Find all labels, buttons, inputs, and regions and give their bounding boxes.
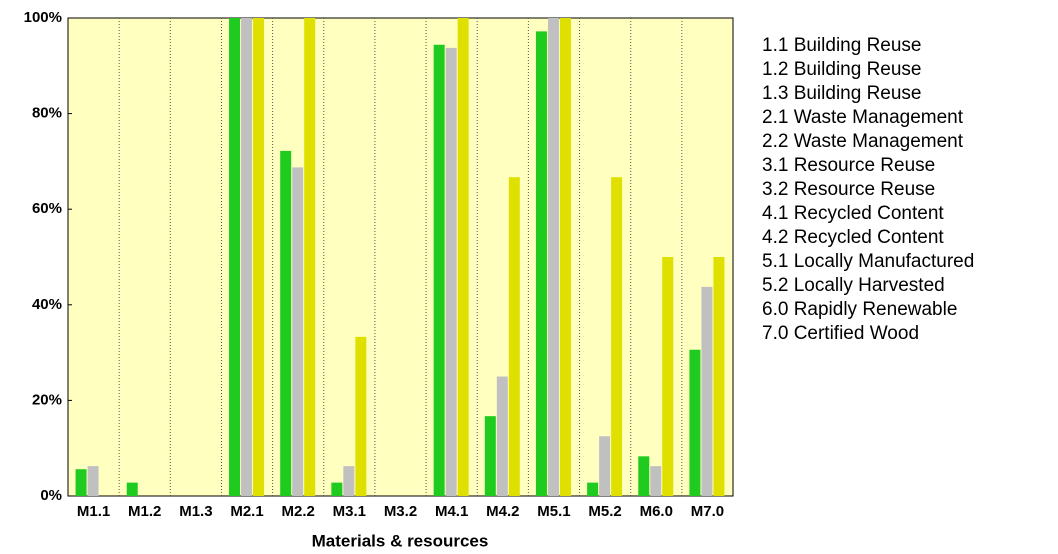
bar [701,286,713,496]
x-tick-label: M3.2 [384,503,417,520]
bar [535,31,547,496]
bar [75,469,87,496]
x-tick-label: M4.1 [435,503,468,520]
bar [508,177,520,496]
bar [280,150,292,496]
bar [253,18,265,496]
y-tick-label: 80% [32,105,62,122]
x-tick-label: M6.0 [640,503,673,520]
bar [689,349,701,496]
category-description: 5.1 Locally Manufactured [762,251,974,272]
category-description: 3.2 Resource Reuse [762,179,935,200]
x-tick-label: M1.2 [128,503,161,520]
x-tick-label: M7.0 [691,503,724,520]
y-tick-label: 40% [32,296,62,313]
x-tick-label: M5.2 [588,503,621,520]
category-description: 1.1 Building Reuse [762,35,922,56]
bar [304,18,316,496]
category-description: 5.2 Locally Harvested [762,275,945,296]
x-axis-title: Materials & resources [312,531,489,550]
category-description: 2.1 Waste Management [762,107,964,128]
x-tick-label: M1.3 [179,503,212,520]
y-tick-label: 60% [32,200,62,217]
plot-area [67,17,734,497]
x-tick-label: M4.2 [486,503,519,520]
bar [241,18,253,496]
bar [457,18,469,496]
bar [638,456,650,496]
bar [496,376,508,496]
bar [484,416,496,496]
bar [611,177,623,496]
y-tick-label: 0% [40,487,62,504]
y-tick-label: 100% [24,9,62,26]
bar [713,257,725,496]
bar [343,466,355,496]
bar [547,18,559,496]
x-tick-label: M3.1 [333,503,366,520]
bar [292,167,304,496]
y-tick-label: 20% [32,391,62,408]
x-tick-label: M2.1 [230,503,263,520]
bar [662,257,674,496]
x-tick-label: M1.1 [77,503,110,520]
x-tick-label: M2.2 [282,503,315,520]
category-description: 1.3 Building Reuse [762,83,922,104]
bar [650,466,662,496]
category-description: 1.2 Building Reuse [762,59,922,80]
bar [229,18,241,496]
category-description: 4.2 Recycled Content [762,227,944,248]
category-description: 3.1 Resource Reuse [762,155,935,176]
bar [355,336,367,496]
bar [559,18,571,496]
bar [433,44,445,496]
category-description: 7.0 Certified Wood [762,323,919,344]
bar [445,47,457,496]
category-description: 6.0 Rapidly Renewable [762,299,957,320]
bar [87,466,99,496]
category-description: 4.1 Recycled Content [762,203,944,224]
x-tick-label: M5.1 [537,503,570,520]
bar [587,482,599,496]
category-description: 2.2 Waste Management [762,131,964,152]
bar [126,482,138,496]
bar [331,482,343,496]
bar [599,436,611,496]
